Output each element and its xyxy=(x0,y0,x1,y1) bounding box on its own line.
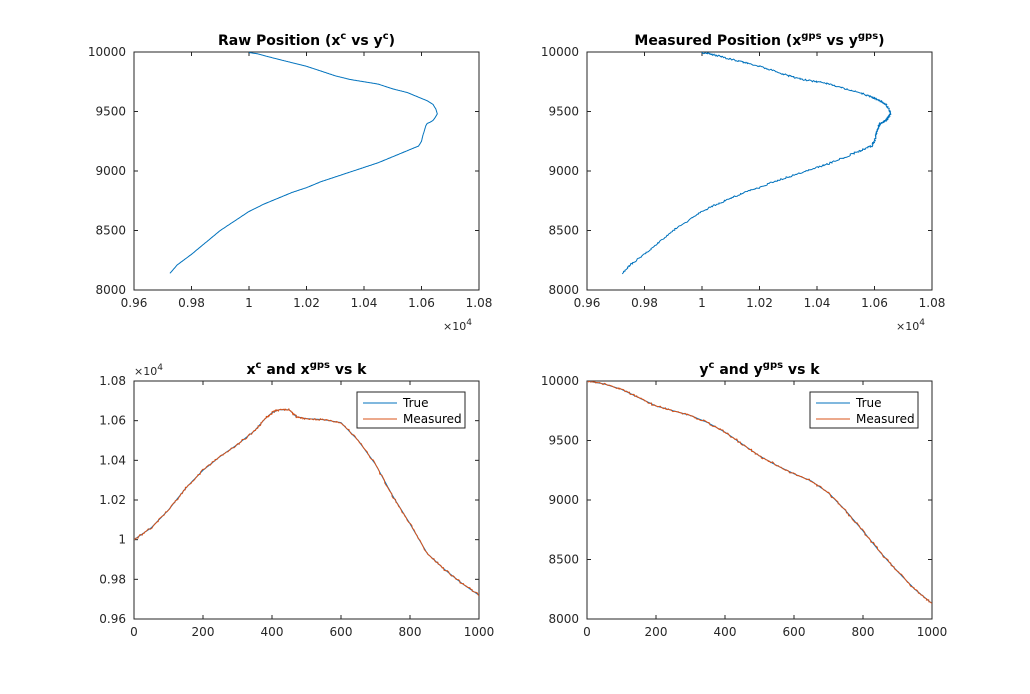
legend-box xyxy=(356,391,466,429)
plot-area-box xyxy=(586,51,933,291)
x-tick-label: 1000 xyxy=(464,625,495,639)
y-tick-label: 1.08 xyxy=(99,374,126,388)
x-tick-label: 1.08 xyxy=(919,296,946,310)
y-tick-label: 9000 xyxy=(548,493,579,507)
legend-label-measured: Measured xyxy=(856,412,915,426)
x-tick-label: 0.96 xyxy=(121,296,148,310)
y-tick-label: 9000 xyxy=(548,164,579,178)
x-tick-label: 1.06 xyxy=(861,296,888,310)
y-tick-label: 1.04 xyxy=(99,453,126,467)
y-exponent-label: ×104 xyxy=(134,363,163,378)
series-line-true xyxy=(134,409,479,596)
x-tick-label: 800 xyxy=(852,625,875,639)
y-tick-label: 8000 xyxy=(548,612,579,626)
x-tick-label: 0 xyxy=(583,625,591,639)
x-tick-label: 0.98 xyxy=(178,296,205,310)
x-tick-label: 0 xyxy=(130,625,138,639)
y-tick-label: 8500 xyxy=(548,553,579,567)
legend-label-measured: Measured xyxy=(403,412,462,426)
x-tick-label: 1 xyxy=(245,296,253,310)
legend: True Measured xyxy=(356,391,466,429)
x-tick-label: 0.96 xyxy=(574,296,601,310)
x-tick-label: 400 xyxy=(261,625,284,639)
x-tick-label: 200 xyxy=(645,625,668,639)
y-tick-label: 8500 xyxy=(95,224,126,238)
x-tick-label: 1.04 xyxy=(804,296,831,310)
x-tick-label: 1000 xyxy=(917,625,948,639)
x-tick-label: 1.06 xyxy=(408,296,435,310)
y-tick-label: 9000 xyxy=(95,164,126,178)
subplot-3: 0 200 400 600 800 1000 0.96 0.98 1 1.02 1.04 1.06 1.… xyxy=(99,360,494,639)
x-exponent-label: ×104 xyxy=(896,318,925,333)
y-tick-label: 8500 xyxy=(548,224,579,238)
x-exponent-label: ×104 xyxy=(443,318,472,333)
legend-label-true: True xyxy=(855,396,882,410)
plot-area-box xyxy=(133,51,480,291)
x-tick-label: 800 xyxy=(399,625,422,639)
y-tick-label: 1.02 xyxy=(99,493,126,507)
y-tick-label: 8000 xyxy=(548,283,579,297)
y-tick-label: 1 xyxy=(118,533,126,547)
y-tick-label: 0.96 xyxy=(99,612,126,626)
x-tick-label: 0.98 xyxy=(631,296,658,310)
subplot-1: 0.96 0.98 1 1.02 1.04 1.06 1.08 8000 8500 9000 950… xyxy=(88,31,493,333)
x-tick-label: 400 xyxy=(714,625,737,639)
y-tick-label: 9500 xyxy=(548,105,579,119)
y-tick-label: 0.98 xyxy=(99,572,126,586)
x-tick-label: 1 xyxy=(698,296,706,310)
subplot-title: Raw Position (xc vs yc) xyxy=(218,31,395,49)
subplot-title: yc and ygps vs k xyxy=(699,360,820,378)
subplot-2: 0.96 0.98 1 1.02 1.04 1.06 1.08 8000 8500 9000 950… xyxy=(541,31,946,333)
x-tick-label: 1.02 xyxy=(293,296,320,310)
series-line-measured xyxy=(134,408,479,596)
legend-label-true: True xyxy=(402,396,429,410)
y-tick-label: 9500 xyxy=(548,434,579,448)
y-tick-label: 10000 xyxy=(541,374,579,388)
x-tick-label: 600 xyxy=(783,625,806,639)
y-tick-label: 9500 xyxy=(95,105,126,119)
legend: True Measured xyxy=(809,391,919,429)
y-tick-label: 1.06 xyxy=(99,414,126,428)
series-line-measured xyxy=(587,381,932,604)
subplot-4: 0 200 400 600 800 1000 8000 8500 9000 9500 10000 yc… xyxy=(541,360,947,639)
series-line-trajectory xyxy=(169,52,438,274)
x-tick-label: 1.04 xyxy=(351,296,378,310)
subplot-title: Measured Position (xgps vs ygps) xyxy=(634,31,884,49)
y-tick-label: 10000 xyxy=(88,45,126,59)
legend-box xyxy=(809,391,919,429)
x-tick-label: 1.08 xyxy=(466,296,493,310)
y-tick-label: 10000 xyxy=(541,45,579,59)
subplot-title: xc and xgps vs k xyxy=(247,360,368,378)
x-tick-label: 600 xyxy=(330,625,353,639)
series-line-trajectory xyxy=(621,52,892,275)
x-tick-label: 200 xyxy=(192,625,215,639)
y-tick-label: 8000 xyxy=(95,283,126,297)
x-tick-label: 1.02 xyxy=(746,296,773,310)
